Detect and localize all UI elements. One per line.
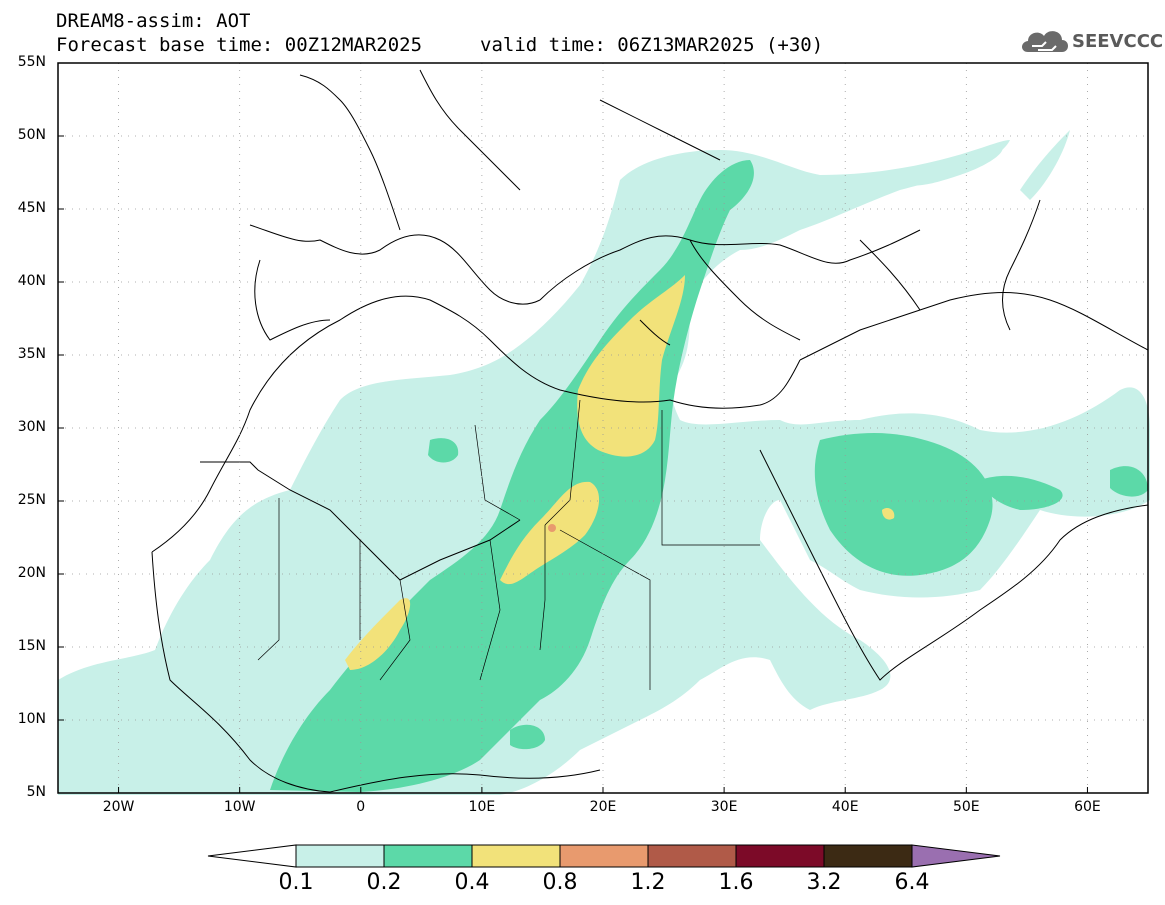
- colorbar-label: 0.8: [542, 870, 578, 895]
- lat-label: 25N: [17, 492, 46, 508]
- colorbar-swatch: [295, 844, 385, 868]
- lat-label: 15N: [17, 638, 46, 654]
- colorbar-label: 6.4: [894, 870, 930, 895]
- lat-label: 45N: [17, 200, 46, 216]
- lat-label: 40N: [17, 273, 46, 289]
- colorbar-swatch: [647, 844, 737, 868]
- logo-text: SEEVCCC: [1072, 31, 1164, 52]
- lon-label: 30E: [710, 799, 738, 815]
- lat-label: 50N: [17, 127, 46, 143]
- colorbar-high-extension: [911, 844, 1001, 868]
- coastlines: [151, 69, 1149, 793]
- colorbar-label: 1.2: [630, 870, 666, 895]
- aot-peak-marker: [548, 524, 556, 532]
- lat-label: 30N: [17, 419, 46, 435]
- colorbar-label: 0.1: [278, 870, 314, 895]
- colorbar-low-extension: [207, 844, 297, 868]
- lat-label: 20N: [17, 565, 46, 581]
- lon-label: 10E: [468, 799, 496, 815]
- graticule: [58, 63, 1148, 793]
- colorbar-label: 0.2: [366, 870, 402, 895]
- lon-label: 40E: [831, 799, 859, 815]
- lon-label: 60E: [1074, 799, 1101, 815]
- seevccc-logo: SEEVCCC: [1018, 24, 1163, 60]
- forecast-base-time: Forecast base time: 00Z12MAR2025: [56, 34, 423, 56]
- lat-label: 55N: [17, 54, 46, 70]
- colorbar-swatch: [735, 844, 825, 868]
- axis-ticks: [58, 62, 1088, 794]
- colorbar-swatch: [559, 844, 649, 868]
- map-area: [57, 62, 1150, 795]
- colorbar-swatch: [823, 844, 913, 868]
- colorbar-label: 0.4: [454, 870, 490, 895]
- valid-time: valid time: 06Z13MAR2025 (+30): [480, 34, 824, 56]
- lat-label: 10N: [17, 711, 46, 727]
- cloud-icon: [1022, 31, 1068, 52]
- lon-label: 20E: [589, 799, 617, 815]
- aot-layer-0.4: [345, 275, 895, 670]
- colorbar-label: 3.2: [806, 870, 842, 895]
- lon-label: 50E: [952, 799, 980, 815]
- lon-label: 20W: [102, 799, 135, 815]
- lon-label: 10W: [223, 799, 256, 815]
- lat-label: 5N: [26, 784, 46, 800]
- map-title: DREAM8-assim: AOT: [56, 10, 251, 32]
- colorbar-swatch: [471, 844, 561, 868]
- lon-label: 0: [356, 799, 366, 815]
- colorbar: [207, 844, 1001, 868]
- colorbar-swatch: [383, 844, 473, 868]
- borders: [257, 399, 760, 690]
- lat-label: 35N: [17, 346, 46, 362]
- colorbar-label: 1.6: [718, 870, 754, 895]
